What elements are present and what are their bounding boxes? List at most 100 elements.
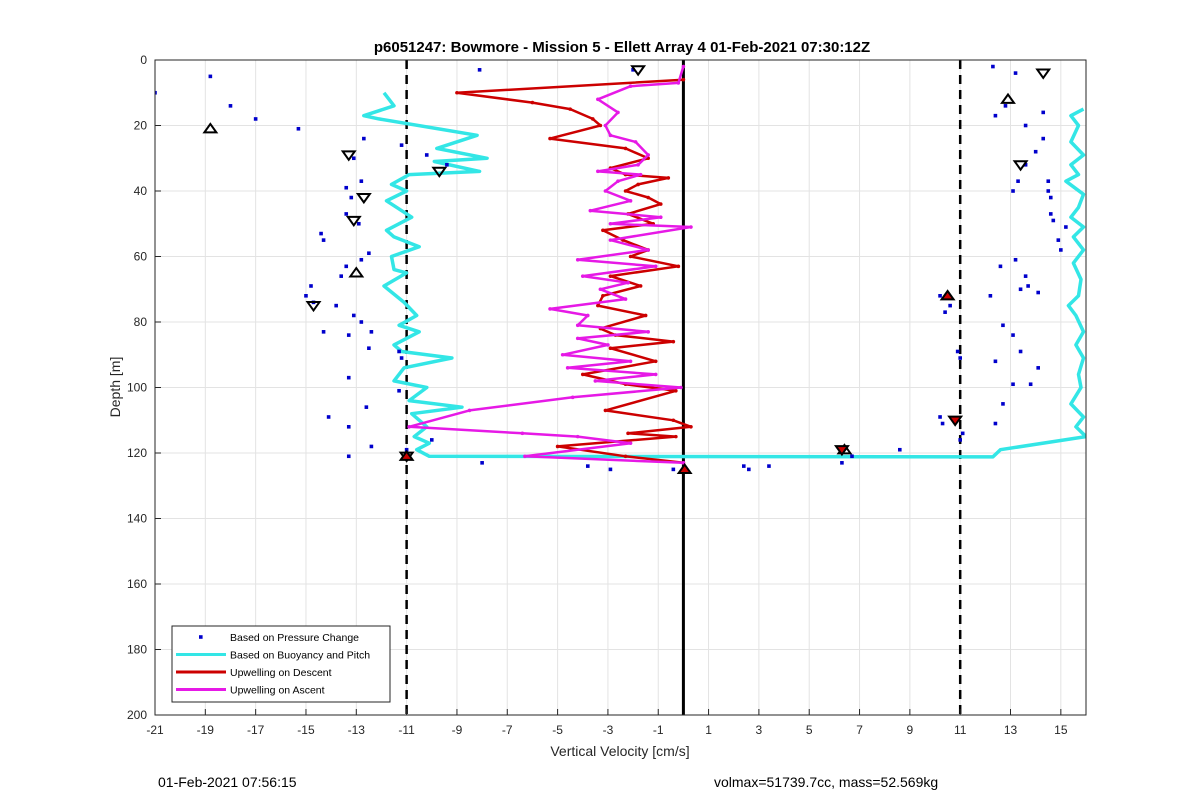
x-tick-label: -5 [552, 723, 563, 737]
pressure-change-point [364, 405, 369, 409]
x-tick-label: -1 [653, 723, 664, 737]
x-tick-label: 13 [1004, 723, 1018, 737]
series-point [628, 441, 633, 445]
pressure-change-point [339, 274, 343, 278]
series-point [575, 257, 580, 262]
pressure-change-point [349, 195, 354, 200]
series-point [608, 274, 613, 278]
y-tick-label: 100 [127, 381, 147, 395]
chart-title: p6051247: Bowmore - Mission 5 - Ellett A… [374, 39, 870, 56]
pressure-change-point [585, 464, 590, 468]
pressure-change-point [741, 464, 746, 468]
series-point [603, 189, 608, 193]
legend-label: Based on Pressure Change [230, 632, 359, 644]
series-point [603, 408, 608, 413]
pressure-change-point [359, 320, 364, 324]
pressure-change-point [362, 136, 366, 141]
series-point [653, 372, 658, 377]
series-point [523, 454, 527, 459]
pressure-change-point [948, 303, 952, 308]
x-tick-label: -15 [297, 723, 315, 737]
axes: -21 -19 -17 -15 -13 -11 -9 -7 -5 -3 -1 1 3 5 7 9 11 13 150… [127, 53, 1087, 737]
pressure-change-point [1018, 287, 1023, 292]
pressure-change-point [319, 231, 323, 236]
series-point [616, 110, 620, 115]
x-tick-label: 3 [756, 723, 763, 737]
pressure-change-point [1041, 136, 1046, 141]
pressure-change-point [993, 359, 998, 364]
pressure-change-point [1048, 195, 1053, 200]
pressure-change-point [1023, 163, 1028, 167]
down-triangle-marker [345, 215, 362, 227]
x-tick-label: -21 [146, 723, 164, 737]
pressure-change-point [1046, 179, 1051, 183]
x-tick-label: -9 [452, 723, 463, 737]
series-point [623, 146, 628, 151]
down-triangle-marker [305, 301, 322, 313]
series-point [555, 444, 560, 449]
series-point [646, 153, 650, 157]
legend-label: Upwelling on Ascent [230, 685, 325, 697]
series-point [606, 343, 610, 347]
series-point [676, 264, 681, 269]
pressure-change-point [850, 454, 854, 459]
pressure-change-point [344, 212, 349, 216]
series-point [548, 307, 552, 311]
pressure-change-point [346, 333, 351, 337]
x-tick-label: -11 [398, 723, 415, 737]
pressure-change-point [346, 425, 351, 429]
x-tick-label: 11 [954, 723, 967, 737]
series-point [575, 434, 580, 439]
down-triangle-marker [1012, 160, 1029, 172]
pressure-change-point [359, 179, 364, 183]
series-point [689, 425, 693, 429]
x-axis-label: Vertical Velocity [cm/s] [550, 743, 689, 759]
pressure-change-point [253, 117, 258, 121]
x-tick-label: -7 [502, 723, 513, 737]
series-point [608, 133, 613, 138]
pressure-change-point [938, 415, 942, 419]
pressure-change-point [1011, 189, 1015, 193]
series-point [570, 395, 575, 400]
series-point [520, 431, 525, 436]
series-point [596, 169, 600, 174]
series-point [580, 274, 585, 278]
y-axis-label: Depth [m] [107, 357, 123, 418]
series-point [671, 339, 676, 344]
pressure-change-point [397, 388, 401, 393]
pressure-change-point [631, 68, 635, 72]
series-point [596, 303, 600, 308]
down-triangle-marker [630, 65, 647, 77]
down-triangle-marker [947, 415, 964, 427]
series-point [593, 379, 598, 383]
series-point [628, 359, 633, 364]
footer-timestamp: 01-Feb-2021 07:56:15 [158, 774, 297, 790]
pressure-change-point [1001, 402, 1005, 406]
series-point [568, 107, 572, 111]
pressure-change-point [155, 90, 157, 95]
legend-swatch [199, 635, 203, 639]
pressure-change-point [321, 238, 326, 242]
series-point [628, 84, 633, 88]
pressure-change-point [1003, 104, 1008, 108]
series-point [588, 208, 593, 213]
pressure-change-point [840, 461, 844, 465]
pressure-change-point [357, 221, 361, 226]
x-tick-label: 5 [806, 723, 813, 737]
series-point [646, 248, 650, 252]
series-point [628, 254, 633, 259]
pressure-change-point [1026, 284, 1030, 288]
series-point [575, 323, 580, 328]
pressure-change-point [321, 330, 326, 334]
series-point [626, 280, 630, 285]
series-point [608, 346, 613, 351]
down-triangle-marker [431, 166, 448, 178]
series-point [658, 215, 663, 219]
pressure-change-point [1018, 349, 1023, 354]
pressure-change-point [943, 310, 947, 314]
series-point [580, 372, 585, 377]
pressure-change-point [397, 349, 401, 354]
y-tick-label: 80 [134, 315, 148, 329]
series-point [689, 225, 693, 229]
series-point [565, 366, 570, 370]
